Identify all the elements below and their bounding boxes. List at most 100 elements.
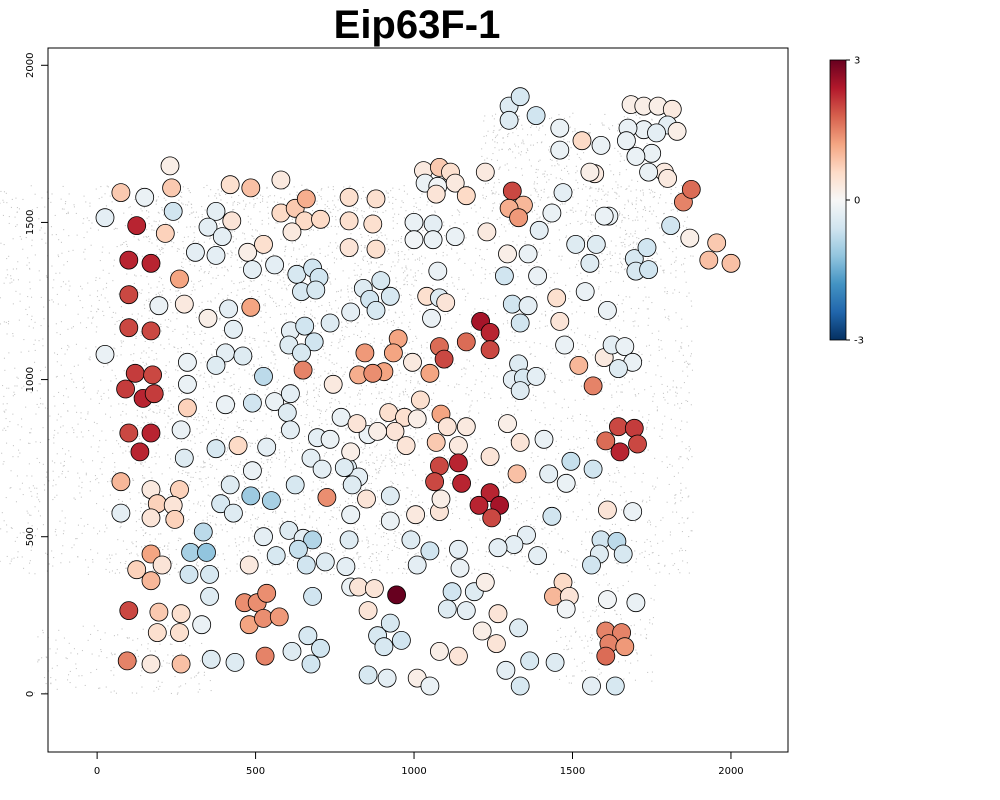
background-cell-4865 <box>587 454 589 456</box>
background-cell-596 <box>107 481 109 483</box>
background-cell-2297 <box>336 311 338 313</box>
background-cell-135 <box>178 221 180 223</box>
background-cell-2275 <box>419 383 421 385</box>
background-cell-2586 <box>116 228 118 230</box>
background-cell-2149 <box>11 527 13 529</box>
background-cell-4481 <box>170 320 172 322</box>
background-cell-4403 <box>556 272 558 274</box>
background-cell-2759 <box>286 239 288 241</box>
background-cell-1360 <box>50 201 52 203</box>
background-cell-772 <box>10 527 12 529</box>
background-cell-1227 <box>168 390 170 392</box>
background-cell-1850 <box>376 560 378 562</box>
background-cell-4092 <box>332 333 334 335</box>
background-cell-4710 <box>138 435 140 437</box>
background-cell-173 <box>283 271 285 273</box>
background-cell-4659 <box>491 193 493 195</box>
background-cell-4114 <box>283 188 285 190</box>
background-cell-4120 <box>465 296 467 298</box>
background-cell-4456 <box>691 456 693 458</box>
background-cell-3565 <box>407 274 409 276</box>
background-cell-3931 <box>470 497 472 499</box>
background-cell-505 <box>155 272 157 274</box>
background-cell-2024 <box>194 333 196 335</box>
background-cell-2861 <box>20 351 22 353</box>
background-cell-3865 <box>309 498 311 500</box>
background-cell-675 <box>40 227 42 229</box>
background-cell-4035 <box>345 211 347 213</box>
background-cell-3585 <box>279 279 281 281</box>
background-cell-3435 <box>212 515 214 517</box>
background-cell-1311 <box>40 370 42 372</box>
background-cell-4802 <box>148 241 150 243</box>
background-cell-4153 <box>274 453 276 455</box>
background-cell-671 <box>413 436 415 438</box>
background-cell-3083 <box>363 562 365 564</box>
background-cell-3830 <box>410 494 412 496</box>
background-cell-2886 <box>130 552 132 554</box>
background-cell-2552 <box>273 354 275 356</box>
background-cell-3559 <box>605 245 607 247</box>
background-cell-3423 <box>417 380 419 382</box>
background-cell-1981 <box>172 330 174 332</box>
background-cell-4367 <box>549 424 551 426</box>
background-cell-2307 <box>6 555 8 557</box>
background-cell-2630 <box>298 263 300 265</box>
background-cell-4272 <box>276 388 278 390</box>
background-cell-3513 <box>148 356 150 358</box>
background-cell-3876 <box>568 298 570 300</box>
background-cell-166 <box>359 393 361 395</box>
background-cell-1291 <box>149 534 151 536</box>
background-cell-4404 <box>206 561 208 563</box>
background-cell-3402 <box>51 193 53 195</box>
background-cell-974 <box>193 398 195 400</box>
background-cell-2140 <box>101 461 103 463</box>
background-cell-2492 <box>30 185 32 187</box>
background-cell-3771 <box>261 284 263 286</box>
background-cell-481 <box>209 401 211 403</box>
background-cell-53 <box>66 261 68 263</box>
background-cell-903 <box>123 242 125 244</box>
background-cell-2795 <box>67 212 69 214</box>
background-cell-4720 <box>507 567 509 569</box>
background-cell-960 <box>143 207 145 209</box>
background-cell-303 <box>230 292 232 294</box>
background-cell-4805 <box>551 530 553 532</box>
background-cell-1236 <box>23 339 25 341</box>
background-cell-920 <box>185 258 187 260</box>
background-cell-4817 <box>411 308 413 310</box>
background-cell-794 <box>46 276 48 278</box>
background-cell-4199 <box>680 489 682 491</box>
background-cell-39 <box>202 460 204 462</box>
background-cell-2926 <box>96 503 98 505</box>
background-cell-2277 <box>386 572 388 574</box>
background-cell-1237 <box>64 522 66 524</box>
background-cell-3128 <box>5 192 7 194</box>
background-cell-622 <box>311 490 313 492</box>
background-cell-2118 <box>194 289 196 291</box>
background-cell-2729 <box>91 305 93 307</box>
background-cell-670 <box>208 386 210 388</box>
background-cell-22 <box>120 244 122 246</box>
background-cell-3212 <box>241 261 243 263</box>
background-cell-1770 <box>344 550 346 552</box>
background-cell-4528 <box>575 566 577 568</box>
background-cell-2775 <box>409 294 411 296</box>
background-cell-3508 <box>74 405 76 407</box>
background-cell-356 <box>26 510 28 512</box>
background-cell-3916 <box>468 411 470 413</box>
background-cell-3001 <box>319 384 321 386</box>
background-cell-890 <box>153 411 155 413</box>
background-cell-4411 <box>444 235 446 237</box>
background-cell-2177 <box>375 469 377 471</box>
background-cell-1564 <box>125 560 127 562</box>
background-cell-2357 <box>67 211 69 213</box>
background-cell-3385 <box>370 420 372 422</box>
background-cell-3927 <box>564 203 566 205</box>
background-cell-4683 <box>323 455 325 457</box>
background-cell-3420 <box>189 264 191 266</box>
background-cell-1653 <box>115 312 117 314</box>
background-cell-4183 <box>513 413 515 415</box>
background-cell-3023 <box>60 416 62 418</box>
background-cell-3465 <box>263 332 265 334</box>
